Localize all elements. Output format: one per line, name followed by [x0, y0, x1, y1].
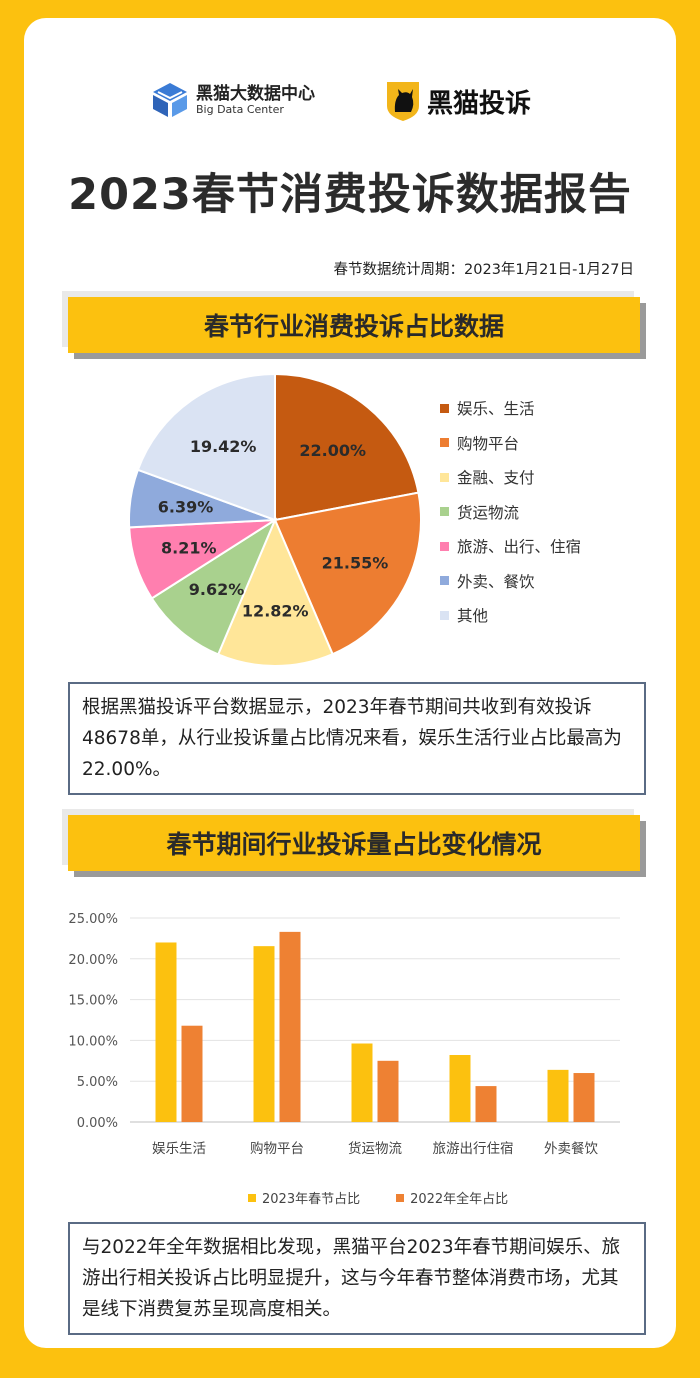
section1-banner-title: 春节行业消费投诉占比数据	[68, 297, 640, 353]
report-title: 2023春节消费投诉数据报告	[68, 170, 632, 220]
legend-swatch	[396, 1193, 405, 1202]
statistics-period: 春节数据统计周期：2023年1月21日-1月27日	[333, 262, 634, 278]
x-tick-label: 娱乐生活	[152, 1141, 206, 1157]
x-tick-label: 外卖餐饮	[544, 1141, 598, 1157]
x-tick-label: 购物平台	[250, 1141, 304, 1157]
section2-banner: 春节期间行业投诉量占比变化情况	[62, 809, 646, 877]
bar-2023-0	[155, 942, 177, 1122]
y-tick-label: 10.00%	[68, 1034, 118, 1049]
section1-banner: 春节行业消费投诉占比数据	[62, 291, 646, 359]
legend-swatch	[440, 507, 449, 516]
x-tick-label: 旅游出行住宿	[433, 1140, 514, 1157]
pie-value-label-5: 6.39%	[158, 497, 214, 516]
pie-value-label-3: 9.62%	[189, 580, 245, 599]
legend-label: 旅游、出行、住宿	[457, 538, 582, 556]
legend-swatch	[440, 576, 449, 585]
share-change-bar-chart: 25.00% 20.00% 15.00% 10.00% 5.00% 0.00% 娱乐生活 购…	[68, 912, 620, 1157]
pie-legend-item-2: 金融、支付	[440, 466, 535, 488]
bar-2022-2	[377, 1060, 399, 1122]
bar-legend-item-1: 2022年全年占比	[396, 1188, 508, 1207]
legend-label: 购物平台	[457, 434, 520, 453]
y-tick-label: 20.00%	[68, 953, 118, 968]
pie-value-label-4: 8.21%	[161, 538, 217, 557]
pie-legend-item-1: 购物平台	[440, 432, 519, 454]
pie-slice-6	[136, 372, 276, 522]
pie-legend-item-6: 其他	[440, 604, 488, 626]
pie-slice-1	[273, 491, 422, 656]
legend-label: 娱乐、生活	[457, 400, 535, 418]
logo2-name: 黑猫投诉	[427, 88, 532, 119]
pie-legend-item-3: 货运物流	[440, 501, 519, 523]
legend-label: 2022年全年占比	[410, 1192, 509, 1207]
legend-label: 2023年春节占比	[262, 1192, 361, 1207]
legend-swatch	[440, 472, 449, 482]
legend-label: 其他	[457, 607, 489, 625]
bar-2022-1	[279, 931, 301, 1122]
y-tick-label: 15.00%	[68, 994, 118, 1009]
logo1-name: 黑猫大数据中心	[196, 83, 315, 104]
pie-legend-item-4: 旅游、出行、住宿	[440, 535, 581, 557]
legend-label: 外卖、餐饮	[457, 572, 535, 591]
pie-legend-item-0: 娱乐、生活	[440, 397, 535, 419]
pie-legend: 娱乐、生活购物平台金融、支付货运物流旅游、出行、住宿 外卖、餐饮其他	[440, 397, 640, 637]
black-cat-shield-icon	[387, 82, 419, 121]
bar-legend: 2023年春节占比 2022年全年占比	[248, 1188, 544, 1207]
pie-value-label-2: 12.82%	[242, 602, 309, 621]
big-data-center-logo: 黑猫大数据中心 Big Data Center	[150, 80, 315, 120]
y-tick-label: 0.00%	[77, 1116, 118, 1131]
y-tick-label: 25.00%	[68, 912, 118, 927]
pie-slice-0	[274, 372, 420, 522]
bar-2022-0	[181, 1025, 203, 1122]
bar-legend-item-0: 2023年春节占比	[248, 1188, 360, 1207]
bar-2022-3	[475, 1086, 497, 1122]
pie-value-label-6: 19.42%	[190, 437, 257, 456]
legend-swatch	[440, 610, 449, 620]
legend-swatch	[440, 403, 449, 413]
industry-share-pie-chart: 22.00% 21.55% 12.82% 9.62% 8.21% 6.39% 19.42%	[128, 372, 422, 667]
legend-label: 货运物流	[457, 503, 520, 522]
pie-value-label-0: 22.00%	[299, 441, 366, 460]
pie-value-label-1: 21.55%	[322, 553, 389, 572]
cube-logo-icon	[153, 83, 187, 117]
pie-legend-item-5: 外卖、餐饮	[440, 570, 535, 592]
bar-2023-3	[449, 1055, 471, 1122]
section2-note: 与2022年全年数据相比发现，黑猫平台2023年春节期间娱乐、旅游出行相关投诉占…	[68, 1222, 646, 1335]
legend-swatch	[440, 438, 449, 447]
heimao-tousu-logo: 黑猫投诉	[385, 80, 531, 122]
bar-2023-1	[253, 946, 275, 1122]
bar-2023-2	[351, 1043, 373, 1122]
legend-swatch	[248, 1193, 256, 1202]
pie-slice-3	[150, 517, 278, 656]
y-tick-label: 5.00%	[77, 1075, 118, 1090]
bar-2023-4	[547, 1069, 569, 1122]
logo1-subtitle: Big Data Center	[196, 102, 284, 116]
bar-2022-4	[573, 1073, 595, 1122]
section1-note: 根据黑猫投诉平台数据显示，2023年春节期间共收到有效投诉48678单，从行业投…	[68, 682, 646, 795]
legend-label: 金融、支付	[457, 469, 535, 487]
legend-swatch	[440, 541, 449, 551]
x-tick-label: 货运物流	[348, 1140, 402, 1157]
section2-banner-title: 春节期间行业投诉量占比变化情况	[68, 815, 640, 871]
pie-slice-2	[216, 517, 334, 667]
